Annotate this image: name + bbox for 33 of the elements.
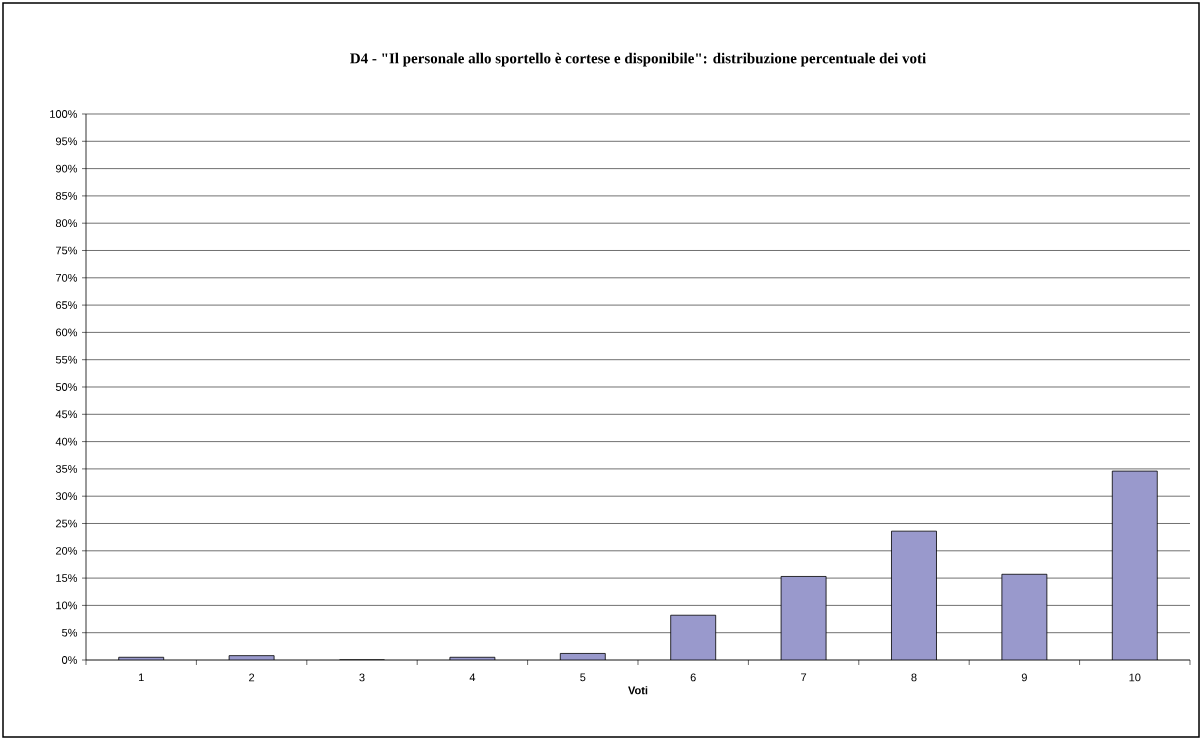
x-tick-label: 10 [1129,673,1141,682]
y-tick-label: 50% [55,383,78,391]
y-tick-label: 45% [55,410,78,419]
x-tick-label: 3 [359,673,365,682]
y-tick-label: 90% [55,164,78,173]
y-tick-label: 40% [55,437,78,446]
y-tick-label: 0% [62,656,78,664]
x-tick-label: 1 [138,673,144,682]
y-tick-label: 60% [56,328,78,337]
x-tick-label: 7 [801,673,807,682]
x-tick-label: 2 [249,673,255,682]
chart-title: D4 - "Il personale allo sportello è cortese e disponibile": distribuzione percentuale dei voti [350,52,926,67]
y-tick-label: 55% [55,355,78,364]
y-tick-label: 80% [55,219,78,228]
y-tick-label: 75% [56,246,78,255]
y-tick-label: 5% [62,628,78,637]
y-tick-label: 100% [50,110,78,118]
y-tick-label: 10% [56,601,78,610]
x-axis-title: Voti [628,686,648,695]
y-tick-label: 30% [55,492,78,501]
x-tick-label: 8 [911,673,917,682]
y-tick-label: 70% [56,273,78,282]
x-tick-label: 9 [1021,673,1027,682]
x-tick-label: 4 [469,673,476,682]
y-tick-label: 35% [55,465,78,473]
y-tick-label: 15% [56,574,78,582]
y-tick-label: 25% [56,519,78,528]
y-tick-label: 20% [56,546,78,555]
y-tick-label: 65% [56,301,78,309]
y-tick-label: 95% [55,137,78,146]
x-tick-label: 6 [690,673,696,682]
x-tick-label: 5 [580,673,586,682]
y-tick-label: 85% [55,192,78,200]
